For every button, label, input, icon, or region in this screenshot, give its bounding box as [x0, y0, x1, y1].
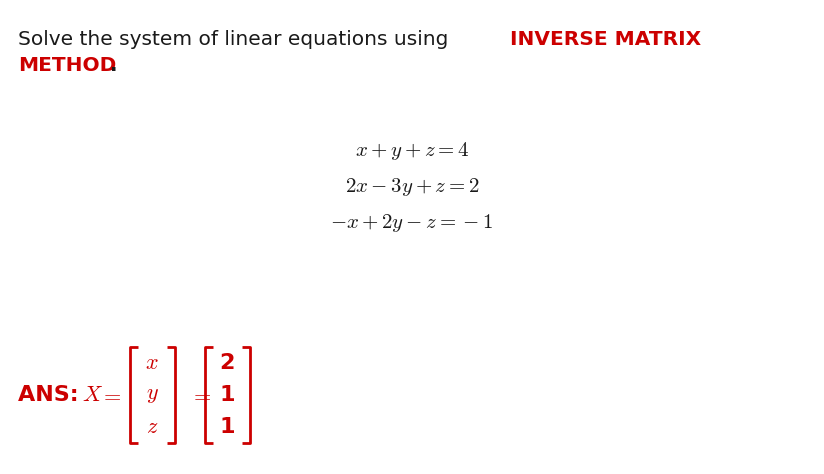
Text: $\mathbf{\mathit{X}}$: $\mathbf{\mathit{X}}$	[82, 385, 103, 405]
Text: $-x + 2y - z = -1$: $-x + 2y - z = -1$	[330, 212, 494, 234]
Text: INVERSE MATRIX: INVERSE MATRIX	[510, 30, 701, 49]
Text: $y$: $y$	[146, 385, 158, 405]
Text: $x + y + z = 4$: $x + y + z = 4$	[355, 140, 469, 162]
Text: $=$: $=$	[100, 385, 122, 405]
Text: $=$: $=$	[190, 385, 212, 405]
Text: $x$: $x$	[145, 353, 159, 373]
Text: 2: 2	[219, 353, 235, 373]
Text: ANS:: ANS:	[18, 385, 87, 405]
Text: $z$: $z$	[146, 417, 158, 437]
Text: $2x - 3y + z = 2$: $2x - 3y + z = 2$	[344, 176, 480, 198]
Text: 1: 1	[219, 417, 235, 437]
Text: METHOD: METHOD	[18, 56, 116, 75]
Text: 1: 1	[219, 385, 235, 405]
Text: Solve the system of linear equations using: Solve the system of linear equations usi…	[18, 30, 455, 49]
Text: .: .	[110, 56, 118, 75]
